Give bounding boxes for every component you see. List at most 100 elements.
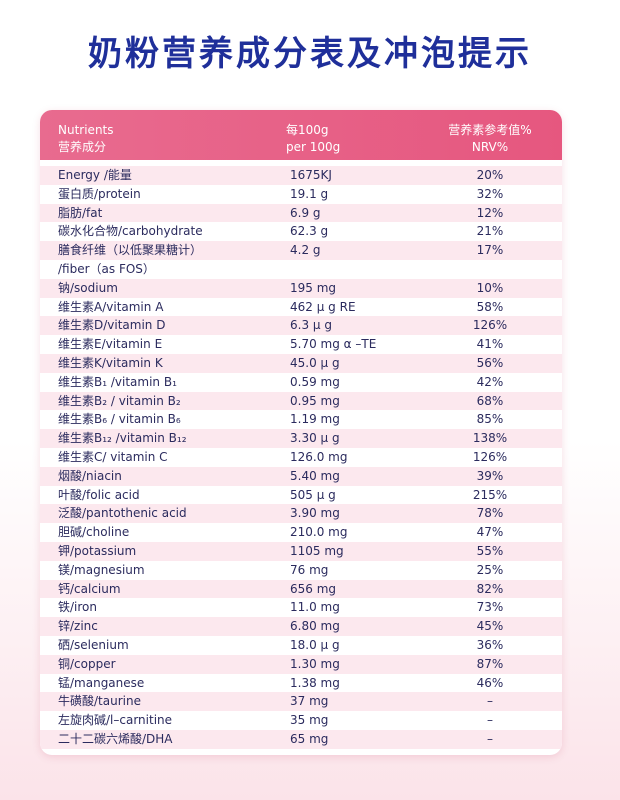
nutrient-name: 维生素E/vitamin E <box>58 337 163 352</box>
nutrient-nrv: 46% <box>476 675 504 690</box>
nutrient-name: /fiber（as FOS） <box>58 261 155 276</box>
nutrient-name: 维生素K/vitamin K <box>58 355 163 370</box>
nutrient-amount: 5.70 mg α –TE <box>290 337 377 352</box>
nutrient-amount: 656 mg <box>290 581 337 596</box>
table-row: 碳水化合物/carbohydrate 62.3 g 21% <box>40 222 562 242</box>
table-row: 锰/manganese 1.38 mg 46% <box>40 673 562 693</box>
nutrient-amount: 1.38 mg <box>290 675 340 690</box>
nutrient-amount: 11.0 mg <box>290 600 340 615</box>
nutrient-amount: 0.59 mg <box>290 374 340 389</box>
header-amount-en: per 100g <box>286 140 341 154</box>
table-row: 维生素B₁₂ /vitamin B₁₂ 3.30 μ g 138% <box>40 429 562 448</box>
nutrient-nrv: 12% <box>476 205 504 220</box>
table-row: 蛋白质/protein 19.1 g 32% <box>40 184 562 204</box>
nutrient-amount: 6.80 mg <box>290 619 340 634</box>
table-row: 泛酸/pantothenic acid 3.90 mg 78% <box>40 504 562 524</box>
nutrient-amount: 37 mg <box>290 694 329 709</box>
nutrient-nrv: 58% <box>476 299 504 314</box>
nutrient-nrv: 45% <box>476 619 504 634</box>
nutrient-amount: 6.9 g <box>290 205 321 220</box>
table-body: Energy /能量 1675KJ 20% 蛋白质/protein 19.1 g 32% 脂… <box>40 166 562 749</box>
header-nrv-zh: 营养素参考值% <box>448 123 532 137</box>
nutrient-nrv: 78% <box>476 506 504 521</box>
nutrient-name: 脂肪/fat <box>58 205 103 220</box>
nutrient-nrv: 68% <box>476 393 504 408</box>
nutrient-nrv: 138% <box>472 431 508 446</box>
nutrient-name: 锌/zinc <box>58 619 98 634</box>
table-row: 膳食纤维（以低聚果糖计） 4.2 g 17% <box>40 241 562 260</box>
nutrient-name: 膳食纤维（以低聚果糖计） <box>58 243 203 258</box>
nutrient-name: 维生素D/vitamin D <box>58 318 166 333</box>
nutrient-name: 铁/iron <box>58 600 97 615</box>
header-amount: 每100g per 100g <box>286 122 340 156</box>
header-nutrients-en: Nutrients <box>58 123 114 137</box>
nutrient-name: Energy /能量 <box>58 168 132 182</box>
nutrient-amount: 65 mg <box>290 731 329 746</box>
nutrient-nrv: 85% <box>476 412 504 427</box>
nutrient-amount: 3.90 mg <box>290 506 340 521</box>
nutrient-nrv: 87% <box>476 656 504 671</box>
nutrient-nrv: – <box>487 694 493 709</box>
nutrient-name: 蛋白质/protein <box>58 186 141 201</box>
nutrient-nrv: 55% <box>476 543 504 558</box>
nutrient-name: 左旋肉碱/l–carnitine <box>58 713 173 728</box>
nutrient-name: 钙/calcium <box>58 581 121 596</box>
nutrient-name: 烟酸/niacin <box>58 468 122 483</box>
nutrient-nrv: 39% <box>476 468 504 483</box>
table-row: 锌/zinc 6.80 mg 45% <box>40 617 562 636</box>
nutrient-name: 泛酸/pantothenic acid <box>58 506 187 521</box>
header-nutrients: Nutrients 营养成分 <box>58 122 114 156</box>
nutrient-amount: 1675KJ <box>290 168 332 182</box>
table-row: 钠/sodium 195 mg 10% <box>40 278 562 298</box>
nutrient-nrv: 215% <box>472 487 508 502</box>
nutrient-amount: 4.2 g <box>290 243 321 258</box>
nutrient-name: 碳水化合物/carbohydrate <box>58 224 203 239</box>
nutrient-amount: 18.0 μ g <box>290 637 340 652</box>
nutrient-nrv: 56% <box>476 355 504 370</box>
nutrient-nrv: 25% <box>476 562 504 577</box>
table-row: 钙/calcium 656 mg 82% <box>40 579 562 599</box>
table-row: 钾/potassium 1105 mg 55% <box>40 541 562 561</box>
nutrient-nrv: 42% <box>476 374 504 389</box>
nutrient-nrv: 32% <box>476 186 504 201</box>
table-row: 镁/magnesium 76 mg 25% <box>40 560 562 580</box>
header-nrv-en: NRV% <box>471 140 509 154</box>
table-row: 铁/iron 11.0 mg 73% <box>40 598 562 618</box>
table-row: 烟酸/niacin 5.40 mg 39% <box>40 466 562 486</box>
table-row: 铜/copper 1.30 mg 87% <box>40 654 562 674</box>
table-row: /fiber（as FOS） <box>40 259 562 279</box>
table-header: Nutrients 营养成分 每100g per 100g 营养素参考值% NR… <box>40 110 562 160</box>
nutrient-name: 维生素B₁₂ /vitamin B₁₂ <box>58 431 187 446</box>
nutrient-name: 维生素B₁ /vitamin B₁ <box>58 374 177 389</box>
nutrient-nrv: 126% <box>472 318 508 333</box>
table-row: 脂肪/fat 6.9 g 12% <box>40 203 562 223</box>
table-row: 维生素E/vitamin E 5.70 mg α –TE 41% <box>40 335 562 354</box>
nutrient-name: 维生素C/ vitamin C <box>58 449 168 464</box>
nutrient-name: 镁/magnesium <box>58 562 145 577</box>
nutrient-nrv: 73% <box>476 600 504 615</box>
nutrient-amount: 35 mg <box>290 713 329 728</box>
nutrient-name: 维生素B₆ / vitamin B₆ <box>58 412 181 427</box>
nutrient-name: 锰/manganese <box>58 675 145 690</box>
table-row: 左旋肉碱/l–carnitine 35 mg – <box>40 711 562 730</box>
table-spacer <box>40 160 562 166</box>
nutrient-amount: 3.30 μ g <box>290 431 340 446</box>
table-row: Energy /能量 1675KJ 20% <box>40 166 562 185</box>
table-row: 维生素C/ vitamin C 126.0 mg 126% <box>40 447 562 467</box>
nutrient-amount: 505 μ g <box>290 487 336 502</box>
nutrient-amount: 6.3 μ g <box>290 318 332 333</box>
nutrient-amount: 1.19 mg <box>290 412 340 427</box>
nutrient-amount: 462 μ g RE <box>290 299 356 314</box>
nutrient-name: 牛磺酸/taurine <box>58 694 141 709</box>
nutrient-nrv: 36% <box>476 637 504 652</box>
page-title: 奶粉营养成分表及冲泡提示 <box>88 34 532 74</box>
nutrient-nrv: 10% <box>476 280 504 295</box>
header-nutrients-zh: 营养成分 <box>58 140 107 154</box>
nutrient-name: 铜/copper <box>58 656 116 671</box>
nutrient-amount: 195 mg <box>290 280 337 295</box>
nutrient-nrv: – <box>487 731 493 746</box>
nutrient-name: 钾/potassium <box>58 543 137 558</box>
nutrient-amount: 1105 mg <box>290 543 344 558</box>
table-row: 叶酸/folic acid 505 μ g 215% <box>40 485 562 505</box>
header-nrv: 营养素参考值% NRV% <box>438 122 542 156</box>
